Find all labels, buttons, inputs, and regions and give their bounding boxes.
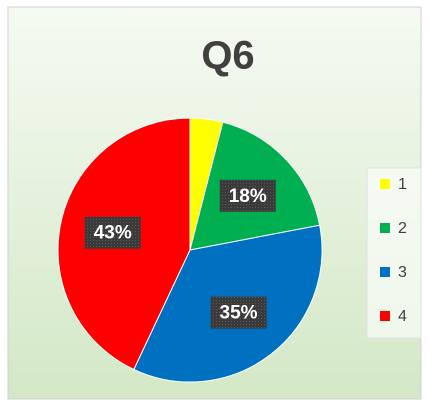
legend-label: 4 [398,308,407,325]
legend-swatch [380,223,390,233]
value-label-box [210,296,267,329]
value-label: 18% [229,186,267,207]
legend-box [366,167,422,339]
value-label: 43% [94,223,132,244]
legend-label: 3 [398,264,407,281]
legend-label: 1 [398,176,407,193]
legend-swatch [380,267,390,277]
chart-title: Q6 [201,34,254,78]
value-label: 35% [220,303,258,324]
value-label-box [84,216,141,249]
legend-swatch [380,311,390,321]
value-label-box [219,179,276,212]
legend-swatch [380,179,390,189]
legend-label: 2 [398,220,407,237]
